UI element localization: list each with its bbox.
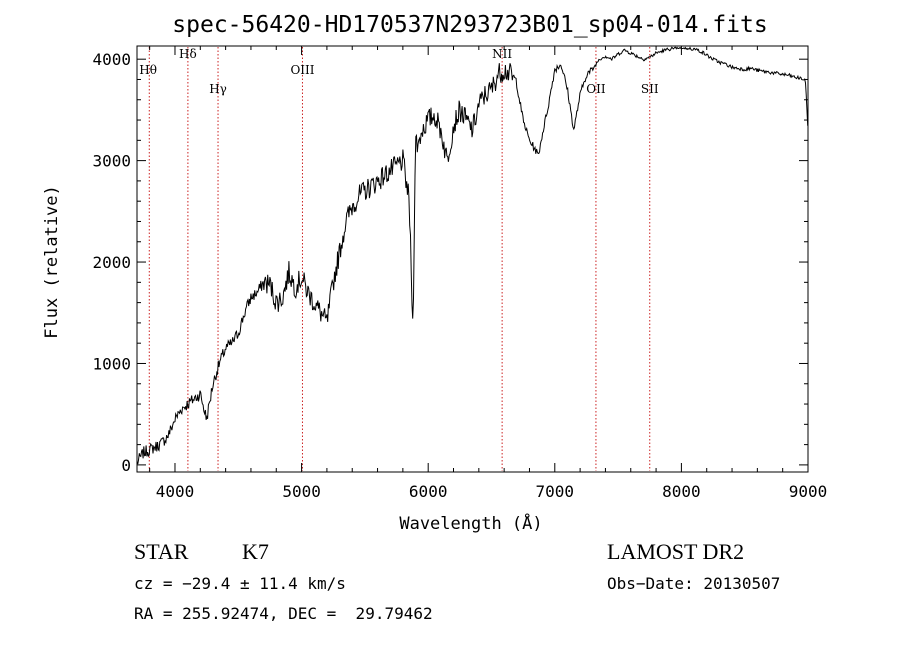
y-tick-label: 4000 <box>92 50 131 69</box>
spectral-line-label: OII <box>586 82 606 96</box>
x-tick-label: 8000 <box>662 482 701 501</box>
observation-date: Obs−Date: 20130507 <box>607 574 781 593</box>
y-tick-label: 3000 <box>92 152 131 171</box>
x-tick-label: 9000 <box>789 482 828 501</box>
spectral-line-label: Hγ <box>209 82 227 96</box>
y-tick-label: 2000 <box>92 253 131 272</box>
chart-title: spec-56420-HD170537N293723B01_sp04-014.f… <box>172 12 767 38</box>
spectral-line-label: Hδ <box>179 47 197 61</box>
x-axis-label: Wavelength (Å) <box>399 512 542 534</box>
axis-ticks: 4000 5000 6000 7000 8000 9000 0 1000 2000 3000 400… <box>92 46 827 501</box>
spectral-line-label: OIII <box>290 63 314 77</box>
spectral-line-label: SII <box>641 82 659 96</box>
x-tick-label: 4000 <box>156 482 195 501</box>
spectral-line-markers: Hθ Hδ Hγ OIII NII OII SII <box>139 47 659 471</box>
coordinates: RA = 255.92474, DEC = 29.79462 <box>134 604 433 623</box>
survey-name: LAMOST DR2 <box>607 539 745 564</box>
y-tick-label: 0 <box>121 456 131 475</box>
object-subclass: K7 <box>242 539 269 564</box>
spectral-line-label: Hθ <box>139 63 157 77</box>
spectral-line-label: NII <box>492 47 512 61</box>
y-tick-label: 1000 <box>92 354 131 373</box>
object-type: STAR <box>134 539 189 564</box>
x-tick-label: 5000 <box>282 482 321 501</box>
x-tick-label: 6000 <box>409 482 448 501</box>
spectrum-series-line <box>136 46 809 465</box>
y-axis-label: Flux (relative) <box>42 185 62 339</box>
x-tick-label: 7000 <box>536 482 575 501</box>
plot-frame <box>136 45 809 473</box>
redshift-cz: cz = −29.4 ± 11.4 km/s <box>134 574 346 593</box>
